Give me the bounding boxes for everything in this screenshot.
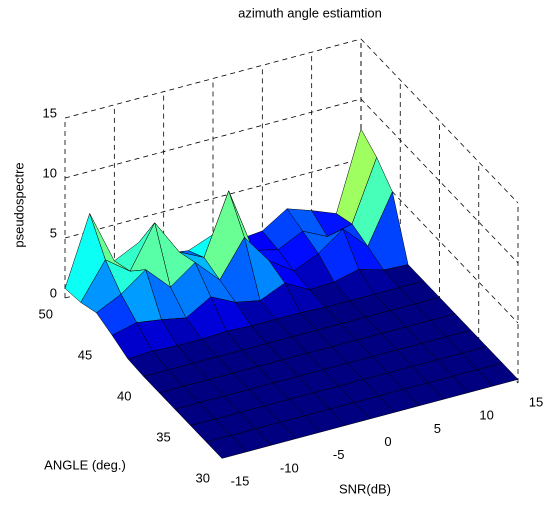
grid-line (64, 38, 362, 119)
z-tick-label: 5 (50, 225, 57, 240)
y-tick-label: 35 (156, 429, 170, 444)
y-axis-label: ANGLE (deg.) (44, 457, 126, 472)
x-tick-label: -5 (333, 447, 345, 462)
grid-line (360, 98, 519, 264)
y-tick-label: 45 (78, 347, 92, 362)
y-tick-label: 40 (117, 388, 131, 403)
x-tick-label: 15 (529, 394, 543, 409)
z-axis-label: pseudospectre (11, 162, 26, 247)
z-tick-label: 15 (43, 105, 57, 120)
grid-line (64, 98, 362, 179)
x-axis-label: SNR(dB) (339, 481, 391, 496)
x-tick-label: 5 (434, 421, 441, 436)
x-tick-label: 0 (384, 434, 391, 449)
z-tick-label: 10 (43, 165, 57, 180)
grid-line (64, 158, 362, 239)
chart-title: azimuth angle estiamtion (238, 5, 382, 20)
x-tick-label: 10 (479, 408, 493, 423)
y-tick-label: 50 (39, 306, 53, 321)
surface-patch (206, 435, 247, 459)
x-tick-label: -10 (280, 460, 299, 475)
x-tick-label: -15 (231, 473, 250, 488)
z-tick-label: 0 (50, 285, 57, 300)
y-tick-label: 30 (196, 470, 210, 485)
grid-line (360, 38, 519, 204)
